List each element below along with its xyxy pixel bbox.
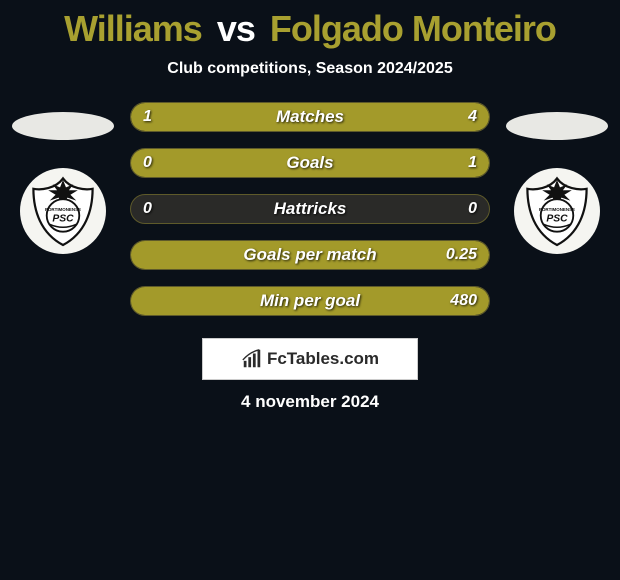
stat-bar-row: Goals per match0.25 (130, 240, 490, 270)
date-text: 4 november 2024 (0, 392, 620, 412)
comparison-infographic: Williams vs Folgado Monteiro Club compet… (0, 0, 620, 412)
svg-text:PORTIMONENSE: PORTIMONENSE (45, 207, 81, 212)
bar-label: Hattricks (131, 195, 489, 223)
player2-name: Folgado Monteiro (270, 8, 556, 49)
bar-value-right: 0 (468, 195, 477, 223)
bar-value-right: 1 (468, 149, 477, 177)
bar-value-right: 4 (468, 103, 477, 131)
stat-bars: Matches14Goals01Hattricks00Goals per mat… (118, 102, 502, 332)
left-ellipse (12, 112, 114, 140)
footer-brand-text: FcTables.com (267, 349, 379, 369)
bar-value-left: 1 (143, 103, 152, 131)
bar-label: Min per goal (131, 287, 489, 315)
svg-text:PSC: PSC (546, 213, 568, 224)
bar-label: Matches (131, 103, 489, 131)
vs-text: vs (217, 8, 255, 49)
bar-value-left: 0 (143, 149, 152, 177)
svg-text:PSC: PSC (52, 213, 74, 224)
player1-name: Williams (64, 8, 202, 49)
bar-chart-icon (241, 348, 263, 370)
footer-brand-box: FcTables.com (202, 338, 418, 380)
stat-bar-row: Min per goal480 (130, 286, 490, 316)
club-crest-icon: PORTIMONENSE PSC (26, 174, 100, 248)
stat-bar-row: Goals0 1 (130, 148, 490, 178)
stat-bar-row: Matches1 4 (130, 102, 490, 132)
bar-value-left: 0 (143, 195, 152, 223)
svg-text:PORTIMONENSE: PORTIMONENSE (539, 207, 575, 212)
main-row: PORTIMONENSE PSC Matches14Goals01Hattric… (0, 102, 620, 332)
right-side-column: PORTIMONENSE PSC (502, 102, 612, 254)
stat-bar-row: Hattricks0 0 (130, 194, 490, 224)
subtitle: Club competitions, Season 2024/2025 (0, 60, 620, 78)
bar-label: Goals per match (131, 241, 489, 269)
bar-label: Goals (131, 149, 489, 177)
page-title: Williams vs Folgado Monteiro (0, 8, 620, 50)
right-ellipse (506, 112, 608, 140)
bar-value-right: 480 (450, 287, 477, 315)
club-crest-icon: PORTIMONENSE PSC (520, 174, 594, 248)
right-club-badge: PORTIMONENSE PSC (514, 168, 600, 254)
left-side-column: PORTIMONENSE PSC (8, 102, 118, 254)
left-club-badge: PORTIMONENSE PSC (20, 168, 106, 254)
bar-value-right: 0.25 (446, 241, 477, 269)
